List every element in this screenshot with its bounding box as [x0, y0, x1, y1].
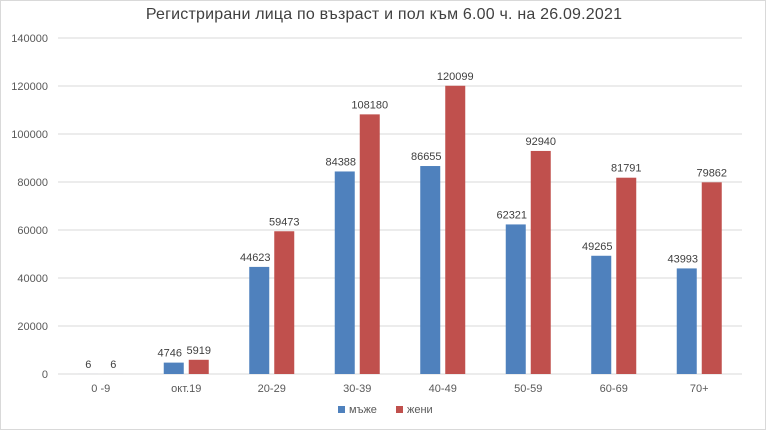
y-tick-label: 40000: [17, 273, 48, 285]
x-tick-label: окт.19: [171, 383, 201, 395]
chart-title: Регистрирани лица по възраст и пол към 6…: [145, 6, 623, 23]
data-label: 84388: [325, 156, 356, 168]
y-tick-label: 0: [42, 369, 48, 381]
data-label: 62321: [496, 209, 527, 221]
x-tick-label: 60-69: [600, 383, 628, 395]
x-tick-label: 50-59: [514, 383, 542, 395]
data-label: 6: [85, 359, 91, 371]
bar-жени: [445, 85, 466, 375]
bar-мъже: [591, 255, 612, 374]
data-label: 108180: [351, 99, 388, 111]
data-label: 6: [110, 359, 116, 371]
data-label: 120099: [437, 71, 474, 83]
bar-жени: [616, 177, 637, 374]
bar-мъже: [334, 171, 355, 374]
y-tick-label: 100000: [11, 129, 48, 141]
legend-swatch: [338, 406, 345, 413]
data-label: 81791: [611, 163, 642, 175]
data-label: 49265: [582, 241, 613, 253]
y-tick-label: 80000: [17, 177, 48, 189]
bar-мъже: [249, 266, 270, 374]
bar-жени: [274, 231, 295, 374]
legend-label: мъже: [349, 404, 377, 416]
y-tick-label: 120000: [11, 81, 48, 93]
bar-жени: [359, 114, 380, 375]
y-tick-label: 140000: [11, 33, 48, 45]
x-tick-label: 70+: [690, 383, 709, 395]
legend-label: жени: [407, 404, 433, 416]
y-tick-label: 60000: [17, 225, 48, 237]
legend-swatch: [396, 406, 403, 413]
data-label: 4746: [158, 348, 182, 360]
bar-мъже: [505, 224, 526, 374]
x-tick-label: 30-39: [343, 383, 371, 395]
data-label: 43993: [667, 253, 698, 265]
data-label: 86655: [411, 151, 442, 163]
data-label: 92940: [525, 136, 556, 148]
data-label: 5919: [187, 345, 211, 357]
x-tick-label: 40-49: [429, 383, 457, 395]
bar-мъже: [676, 268, 697, 374]
bar-мъже: [420, 166, 441, 374]
x-tick-label: 0 -9: [91, 383, 110, 395]
bar-жени: [188, 359, 209, 374]
x-tick-label: 20-29: [258, 383, 286, 395]
data-label: 59473: [269, 216, 300, 228]
bar-мъже: [163, 362, 184, 374]
data-label: 44623: [240, 252, 271, 264]
y-tick-label: 20000: [17, 321, 48, 333]
bar-жени: [530, 150, 551, 374]
bar-жени: [701, 182, 722, 374]
data-label: 79862: [696, 167, 727, 179]
